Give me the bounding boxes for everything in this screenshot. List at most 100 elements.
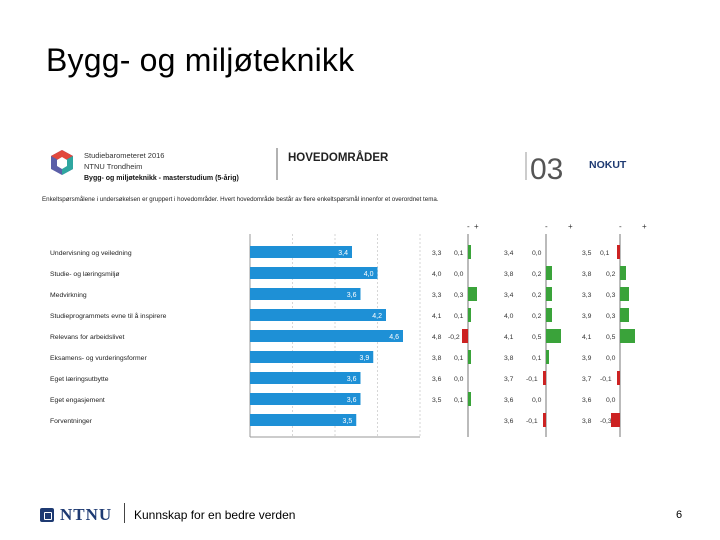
x-tick-label: 4 (376, 443, 380, 445)
comparison-diff-label: 0,3 (454, 292, 464, 299)
positive-diff-bar (468, 245, 471, 259)
pm-label: + (474, 222, 479, 231)
score-bar (250, 351, 374, 363)
comparison-value: 3,6 (432, 376, 442, 383)
positive-diff-bar (620, 287, 629, 301)
comparison-diff-label: 0,0 (606, 397, 616, 404)
chart-row: Forventninger 3,5 3,6 -0,1 3,8 -0,3 (50, 413, 620, 427)
comparison-diff-label: 0,0 (454, 376, 464, 383)
comparison-value: 3,5 (432, 397, 442, 404)
score-bar (250, 393, 361, 405)
footer-divider (124, 503, 125, 523)
comparison-value: 4,1 (582, 334, 592, 341)
footer-tagline: Kunnskap for en bedre verden (134, 508, 296, 522)
comparison-value: 3,6 (582, 397, 592, 404)
comparison-value: 3,3 (582, 292, 592, 299)
positive-diff-bar (546, 287, 552, 301)
comparison-value: 3,4 (504, 292, 514, 299)
category-label: Medvirkning (50, 292, 87, 299)
comparison-value: 3,8 (432, 355, 442, 362)
pm-label: + (642, 222, 647, 231)
positive-diff-bar (546, 329, 561, 343)
score-bar (250, 309, 386, 321)
pm-label: - (619, 222, 622, 231)
negative-diff-bar (543, 413, 546, 427)
x-tick-label: 3 (333, 443, 337, 445)
comparison-diff-label: 0,0 (454, 271, 464, 278)
score-bar-label: 4,0 (364, 271, 374, 278)
chart-row: Eget engasjement 3,6 3,5 0,1 3,6 0,0 3,6 0,0 (50, 392, 616, 406)
pm-label: - (467, 222, 470, 231)
score-bar-label: 3,9 (360, 355, 370, 362)
comparison-value: 4,8 (432, 334, 442, 341)
category-label: Undervisning og veiledning (50, 250, 132, 257)
comparison-diff-label: -0,3 (600, 418, 612, 425)
comparison-value: 3,3 (432, 292, 442, 299)
header-line-2: NTNU Trondheim (84, 162, 142, 171)
score-bar-label: 4,6 (389, 334, 399, 341)
comparison-diff-label: 0,0 (532, 397, 542, 404)
score-bar (250, 372, 361, 384)
score-bar (250, 267, 378, 279)
comparison-diff-label: 0,3 (606, 313, 616, 320)
positive-diff-bar (468, 350, 471, 364)
ntnu-logo-text: NTNU (60, 505, 113, 524)
score-bar (250, 330, 403, 342)
category-label: Eget engasjement (50, 397, 105, 404)
chart-row: Medvirkning 3,6 3,3 0,3 3,4 0,2 3,3 0,3 (50, 287, 629, 301)
positive-diff-bar (468, 308, 471, 322)
survey-figure: Studiebarometeret 2016 NTNU Trondheim By… (42, 148, 647, 445)
comparison-value: 3,9 (582, 355, 592, 362)
score-bar-label: 3,5 (343, 418, 353, 425)
comparison-diff-label: -0,2 (448, 334, 460, 341)
score-bar-label: 3,6 (347, 292, 357, 299)
comparison-value: 3,7 (504, 376, 514, 383)
score-bar (250, 414, 357, 426)
studiebarometer-logo-icon (51, 150, 73, 175)
score-bar (250, 288, 361, 300)
comparison-value: 3,7 (582, 376, 592, 383)
comparison-diff-label: -0,1 (526, 376, 538, 383)
category-label: Studieprogrammets evne til å inspirere (50, 312, 167, 320)
ntnu-logo-icon (40, 508, 54, 522)
comparison-value: 3,8 (582, 271, 592, 278)
category-label: Relevans for arbeidslivet (50, 334, 125, 341)
score-bar (250, 246, 352, 258)
comparison-diff-label: 0,1 (454, 397, 464, 404)
category-label: Eget læringsutbytte (50, 376, 109, 383)
comparison-diff-label: 0,1 (532, 355, 542, 362)
category-label: Forventninger (50, 418, 93, 425)
comparison-diff-label: -0,1 (600, 376, 612, 383)
comparison-diff-label: 0,0 (532, 250, 542, 257)
comparison-value: 3,4 (504, 250, 514, 257)
category-label: Studie- og læringsmiljø (50, 271, 120, 278)
negative-diff-bar (543, 371, 546, 385)
positive-diff-bar (546, 308, 552, 322)
comparison-value: 3,6 (504, 418, 514, 425)
positive-diff-bar (468, 287, 477, 301)
negative-diff-bar (617, 371, 620, 385)
nokut-brand: NOKUT (589, 159, 627, 171)
comparison-diff-label: 0,2 (532, 292, 542, 299)
comparison-diff-label: 0,1 (454, 355, 464, 362)
comparison-value: 4,1 (504, 334, 514, 341)
ntnu-logo: NTNU (40, 505, 112, 525)
header-line-3: Bygg- og miljøteknikk - masterstudium (5… (84, 174, 239, 182)
comparison-diff-label: 0,0 (606, 355, 616, 362)
slide-title: Bygg- og miljøteknikk (46, 42, 355, 78)
chart-row: Undervisning og veiledning 3,4 3,3 0,1 3,4 0,… (50, 245, 620, 259)
comparison-diff-label: 0,3 (606, 292, 616, 299)
comparison-diff-label: 0,2 (606, 271, 616, 278)
comparison-value: 3,8 (504, 271, 514, 278)
chart-row: Eksamens- og vurderingsformer 3,9 3,8 0,1 3,… (50, 350, 616, 364)
pm-label: + (568, 222, 573, 231)
x-tick-label: 1 (248, 443, 252, 445)
comparison-value: 4,1 (432, 313, 442, 320)
positive-diff-bar (620, 329, 635, 343)
chart-row: Relevans for arbeidslivet 4,6 4,8 -0,2 4,1 0,… (50, 329, 635, 343)
positive-diff-bar (546, 350, 549, 364)
score-bar-label: 3,4 (338, 250, 348, 257)
category-label: Eksamens- og vurderingsformer (50, 355, 147, 362)
positive-diff-bar (468, 392, 471, 406)
comparison-value: 4,0 (504, 313, 514, 320)
